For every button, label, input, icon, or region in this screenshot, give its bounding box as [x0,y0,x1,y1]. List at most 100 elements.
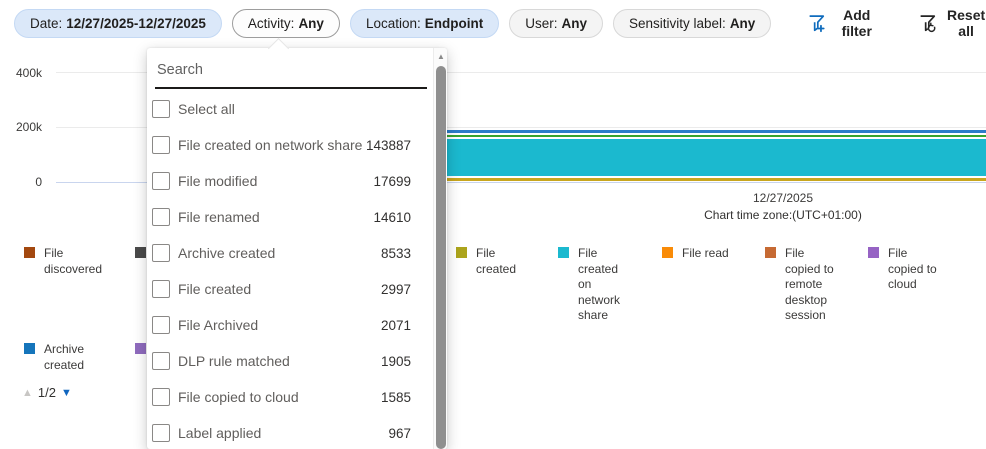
option-label: File renamed [178,209,260,225]
y-axis-tick-0: 0 [35,175,42,189]
option-count: 17699 [373,173,411,189]
filter-pill-sensitivity-label-label: Sensitivity label: [629,15,726,31]
checkbox-file-created[interactable] [152,280,170,298]
legend-item-file-created[interactable]: File created [456,246,526,277]
option-label: Archive created [178,245,276,261]
checkbox-file-renamed[interactable] [152,208,170,226]
bar-segment-gold-stripe [240,178,986,181]
legend-swatch-file-copied-to-remote-desktop-session [765,247,776,258]
reset-all-label: Reset all [947,7,986,39]
reset-all-button[interactable]: Reset all [918,7,986,39]
legend-swatch-hidden-2 [135,343,146,354]
search-input[interactable] [155,54,427,89]
legend-page-up-icon[interactable]: ▲ [22,386,33,399]
legend-item-file-copied-to-cloud[interactable]: File copied to cloud [868,246,938,293]
option-file-copied-to-cloud[interactable]: File copied to cloud 1585 [147,379,433,415]
option-count: 14610 [373,209,411,225]
legend-page-indicator: 1/2 [37,385,56,400]
checkbox-file-copied-to-cloud[interactable] [152,388,170,406]
legend-swatch-file-read [662,247,673,258]
gridline-200k [56,127,986,128]
legend-pagination: ▲ 1/2 ▼ [22,385,72,400]
option-label: Label applied [178,425,262,441]
bar-segment-gap [240,133,986,135]
legend-swatch-file-copied-to-cloud [868,247,879,258]
checkbox-file-created-on-network-share[interactable] [152,136,170,154]
filter-pill-sensitivity-label-value: Any [729,15,756,31]
y-axis-tick-200k: 200k [15,120,42,134]
option-select-all[interactable]: Select all [147,91,433,127]
option-file-archived[interactable]: File Archived 2071 [147,307,433,343]
add-filter-label: Add filter [841,7,872,39]
bar-segment-gap [240,176,986,178]
filter-pill-sensitivity-label[interactable]: Sensitivity label: Any [613,8,772,38]
filter-pill-date[interactable]: Date: 12/27/2025-12/27/2025 [14,8,222,38]
legend-swatch-hidden-1 [135,247,146,258]
legend-item-file-read[interactable]: File read [662,246,732,262]
option-label: File Archived [178,317,259,333]
legend-label-file-read: File read [682,246,729,260]
scrollbar-up-arrow-icon[interactable]: ▲ [437,52,445,61]
option-count: 8533 [380,245,411,261]
option-label: File modified [178,173,258,189]
option-file-modified[interactable]: File modified 17699 [147,163,433,199]
checkbox-file-archived[interactable] [152,316,170,334]
option-count: 967 [388,425,411,441]
option-file-created[interactable]: File created 2997 [147,271,433,307]
option-label: File created [178,281,252,297]
legend-label-archive-created: Archive created [44,342,85,372]
filter-pill-activity-label: Activity: [247,15,295,31]
option-file-renamed[interactable]: File renamed 14610 [147,199,433,235]
legend-item-file-created-on-network-share[interactable]: File created on network share [558,246,628,324]
checkbox-dlp-rule-matched[interactable] [152,352,170,370]
option-count: 1905 [380,353,411,369]
dropdown-scrollbar: ▲ [433,48,447,449]
filter-pill-user[interactable]: User: Any [509,8,604,38]
filter-pill-activity-value: Any [298,15,324,31]
filter-pill-activity[interactable]: Activity: Any [231,8,340,38]
legend-item-hidden-1[interactable] [135,246,146,258]
option-label-applied[interactable]: Label applied 967 [147,415,433,449]
legend-swatch-file-created-on-network-share [558,247,569,258]
option-label-select-all: Select all [178,101,235,117]
bar-segment-gap [240,137,986,139]
option-dlp-rule-matched[interactable]: DLP rule matched 1905 [147,343,433,379]
legend-label-file-created-on-network-share: File created on network share [578,246,621,322]
option-label: File copied to cloud [178,389,299,405]
bar-segment-blue-stripe [240,130,986,133]
filter-pill-date-label: Date: [30,15,63,31]
add-filter-button[interactable]: Add filter [807,7,878,39]
option-archive-created[interactable]: Archive created 8533 [147,235,433,271]
x-axis-line [56,181,986,183]
activity-options-list: Select all File created on network share… [147,91,433,449]
filter-pill-date-value: 12/27/2025-12/27/2025 [66,15,206,31]
scrollbar-thumb[interactable] [436,66,446,449]
chart-timezone-note: Chart time zone:(UTC+01:00) [704,208,862,222]
legend-page-down-icon[interactable]: ▼ [60,386,72,399]
checkbox-select-all[interactable] [152,100,170,118]
option-label: File created on network share [178,137,363,153]
legend-swatch-file-discovered [24,247,35,258]
legend-label-file-discovered: File discovered [44,246,103,276]
option-count: 1585 [380,389,411,405]
checkbox-file-modified[interactable] [152,172,170,190]
checkbox-archive-created[interactable] [152,244,170,262]
filter-bar: Date: 12/27/2025-12/27/2025 Activity: An… [14,7,986,39]
legend-label-file-copied-to-cloud: File copied to cloud [888,246,937,291]
legend-item-file-discovered[interactable]: File discovered [24,246,103,277]
filter-pill-location-value: Endpoint [424,15,484,31]
bar-segment-green-stripe [240,135,986,137]
option-count: 2071 [380,317,411,333]
filter-pill-location-label: Location: [365,15,421,31]
legend-item-archive-created[interactable]: Archive created [24,342,94,373]
checkbox-label-applied[interactable] [152,424,170,442]
legend-label-file-created: File created [476,246,517,276]
legend-item-hidden-2[interactable] [135,342,146,354]
filter-pill-location[interactable]: Location: Endpoint [349,8,500,38]
filter-pill-user-value: Any [561,15,588,31]
option-count: 143887 [365,137,411,153]
option-file-created-on-network-share[interactable]: File created on network share 143887 [147,127,433,163]
legend-item-file-copied-to-remote-desktop-session[interactable]: File copied to remote desktop session [765,246,835,324]
search-field-wrap [155,54,427,89]
legend-label-file-copied-to-remote-desktop-session: File copied to remote desktop session [785,246,834,322]
